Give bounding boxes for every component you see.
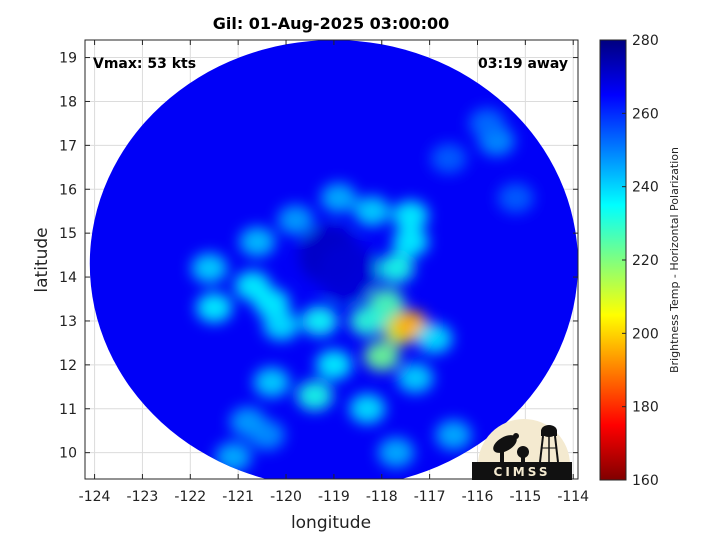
- colorbar: [599, 39, 627, 481]
- x-axis-label: longitude: [291, 513, 371, 533]
- plot-frame: [84, 39, 579, 480]
- colorbar-ticks: 160 180 200 220 240 260 280: [622, 33, 659, 489]
- x-tick-label: -121: [222, 489, 254, 505]
- swath-features: [191, 108, 534, 473]
- brightness-feature: [363, 341, 400, 372]
- cimss-logo: CIMSS: [472, 419, 572, 480]
- y-tick-label: 16: [59, 182, 77, 198]
- brightness-feature: [318, 242, 379, 303]
- y-tick-label: 14: [59, 270, 77, 286]
- cimss-logo-text: CIMSS: [494, 465, 551, 479]
- time-away-annotation: 03:19 away: [478, 56, 568, 72]
- y-tick-label: 13: [59, 314, 77, 330]
- brightness-feature: [497, 183, 534, 214]
- brightness-feature: [263, 310, 300, 341]
- x-tick-label: -123: [127, 489, 159, 505]
- colorbar-tick-label: 200: [632, 326, 659, 342]
- brightness-feature: [392, 226, 429, 257]
- brightness-feature: [354, 196, 391, 227]
- brightness-feature: [239, 226, 276, 257]
- brightness-feature: [296, 380, 333, 411]
- x-tick-label: -114: [557, 489, 589, 505]
- brightness-feature: [416, 323, 453, 354]
- brightness-feature: [320, 183, 357, 214]
- x-axis-ticks: -124 -123 -122 -121 -120 -119 -118 -117 -116 -115…: [79, 40, 589, 505]
- y-tick-label: 10: [59, 446, 77, 462]
- brightness-feature: [397, 363, 434, 394]
- x-tick-label: -119: [318, 489, 350, 505]
- x-tick-label: -115: [509, 489, 541, 505]
- brightness-feature: [349, 305, 386, 336]
- x-tick-label: -120: [270, 489, 302, 505]
- brightness-feature: [430, 143, 467, 174]
- x-tick-label: -118: [366, 489, 398, 505]
- brightness-feature: [196, 292, 233, 323]
- cimss-logo-emblem: [472, 419, 572, 480]
- x-tick-label: -117: [414, 489, 446, 505]
- brightness-feature: [315, 349, 352, 380]
- brightness-feature: [392, 200, 429, 231]
- brightness-feature: [378, 437, 415, 468]
- x-tick-label: -116: [462, 489, 494, 505]
- brightness-feature: [435, 420, 472, 451]
- colorbar-tick-label: 260: [632, 106, 659, 122]
- y-tick-label: 12: [59, 358, 77, 374]
- y-tick-label: 17: [59, 138, 77, 154]
- brightness-feature: [469, 108, 506, 139]
- colorbar-label: Brightness Temp - Horizontal Polarizatio…: [668, 147, 681, 373]
- microwave-swath: [89, 40, 578, 479]
- vmax-annotation: Vmax: 53 kts: [93, 56, 196, 72]
- brightness-feature: [253, 367, 290, 398]
- brightness-feature: [378, 253, 415, 284]
- colorbar-tick-label: 220: [632, 253, 659, 269]
- chart-title: Gil: 01-Aug-2025 03:00:00: [213, 14, 450, 33]
- colorbar-tick-label: 280: [632, 33, 659, 49]
- x-tick-label: -122: [174, 489, 206, 505]
- colorbar-tick-label: 160: [632, 473, 659, 489]
- brightness-feature: [248, 420, 285, 451]
- brightness-feature: [277, 204, 314, 235]
- x-tick-label: -124: [79, 489, 111, 505]
- y-tick-label: 11: [59, 402, 77, 418]
- y-tick-label: 18: [59, 94, 77, 110]
- colorbar-tick-label: 240: [632, 180, 659, 196]
- y-axis-ticks: 10 11 12 13 14 15 16 17 18 19: [59, 51, 578, 462]
- brightness-feature: [349, 393, 386, 424]
- colorbar-tick-label: 180: [632, 400, 659, 416]
- brightness-feature: [301, 305, 338, 336]
- y-tick-label: 15: [59, 226, 77, 242]
- y-axis-label: latitude: [32, 227, 52, 292]
- y-tick-label: 19: [59, 51, 77, 67]
- brightness-feature: [191, 253, 228, 284]
